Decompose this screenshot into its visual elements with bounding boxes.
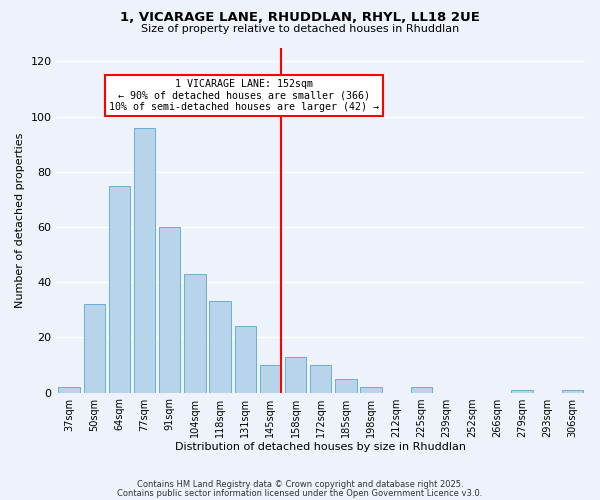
Bar — [335, 379, 356, 392]
Bar — [83, 304, 105, 392]
Bar — [260, 365, 281, 392]
Bar — [159, 227, 181, 392]
Text: Contains HM Land Registry data © Crown copyright and database right 2025.: Contains HM Land Registry data © Crown c… — [137, 480, 463, 489]
Bar — [184, 274, 206, 392]
Bar — [285, 356, 307, 392]
Text: 1, VICARAGE LANE, RHUDDLAN, RHYL, LL18 2UE: 1, VICARAGE LANE, RHUDDLAN, RHYL, LL18 2… — [120, 11, 480, 24]
Text: Size of property relative to detached houses in Rhuddlan: Size of property relative to detached ho… — [141, 24, 459, 34]
Bar — [209, 302, 231, 392]
Text: Contains public sector information licensed under the Open Government Licence v3: Contains public sector information licen… — [118, 488, 482, 498]
Bar — [134, 128, 155, 392]
Bar — [235, 326, 256, 392]
Bar — [310, 365, 331, 392]
Text: 1 VICARAGE LANE: 152sqm
← 90% of detached houses are smaller (366)
10% of semi-d: 1 VICARAGE LANE: 152sqm ← 90% of detache… — [109, 78, 379, 112]
Bar — [562, 390, 583, 392]
Y-axis label: Number of detached properties: Number of detached properties — [15, 132, 25, 308]
Bar — [511, 390, 533, 392]
Bar — [109, 186, 130, 392]
Bar — [58, 387, 80, 392]
Bar — [361, 387, 382, 392]
Bar — [411, 387, 432, 392]
X-axis label: Distribution of detached houses by size in Rhuddlan: Distribution of detached houses by size … — [175, 442, 466, 452]
